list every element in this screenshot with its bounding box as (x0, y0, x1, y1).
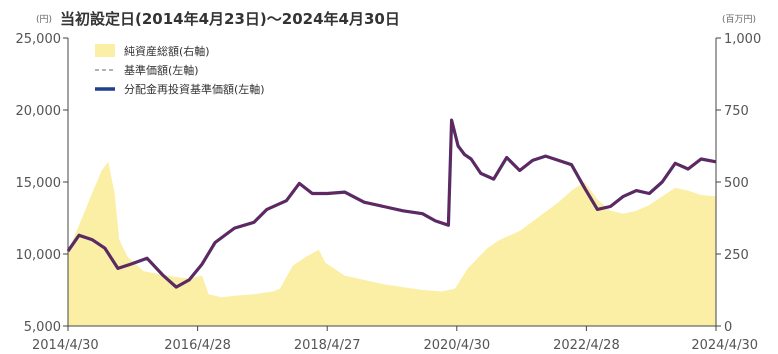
x-tick-label: 2020/4/30 (423, 338, 490, 353)
left-tick-label: 15,000 (16, 176, 62, 191)
left-tick-label: 10,000 (16, 248, 62, 263)
legend-label-nav: 基準価額(左軸) (124, 63, 199, 77)
x-tick-label: 2018/4/27 (294, 338, 361, 353)
left-tick-label: 25,000 (16, 32, 62, 47)
legend-swatch-net-assets (95, 44, 115, 57)
series-net-assets-area (68, 161, 716, 326)
x-tick-label: 2022/4/28 (553, 338, 620, 353)
legend-label-reinvested: 分配金再投資基準価額(左軸) (124, 82, 265, 96)
right-unit-label: (百万円) (722, 14, 756, 25)
right-tick-label: 1,000 (724, 32, 761, 47)
x-axis-ticks: 2014/4/30 2016/4/28 2018/4/27 2020/4/30 2022… (32, 326, 758, 353)
left-unit-label: (円) (36, 14, 52, 25)
legend: 純資産総額(右軸) 基準価額(左軸) 分配金再投資基準価額(左軸) (95, 44, 265, 96)
series-nav-line (67, 118, 717, 289)
x-tick-label: 2014/4/30 (32, 338, 99, 353)
right-tick-label: 250 (724, 248, 749, 263)
plot-area (66, 118, 717, 326)
chart-title: (円) 当初設定日(2014年4月23日)～2024年4月30日 (百万円) (36, 10, 756, 28)
right-tick-label: 0 (724, 320, 732, 335)
legend-label-net-assets: 純資産総額(右軸) (124, 44, 210, 58)
left-tick-label: 5,000 (24, 320, 61, 335)
chart-title-text: 当初設定日(2014年4月23日)～2024年4月30日 (60, 10, 400, 28)
x-tick-label: 2024/4/30 (691, 338, 758, 353)
right-tick-label: 750 (724, 104, 749, 119)
left-tick-label: 20,000 (16, 104, 62, 119)
left-axis-ticks: 5,000 10,000 15,000 20,000 25,000 (16, 32, 68, 335)
right-axis-ticks: 0 250 500 750 1,000 (716, 32, 761, 335)
right-tick-label: 500 (724, 176, 749, 191)
x-tick-label: 2016/4/28 (164, 338, 231, 353)
